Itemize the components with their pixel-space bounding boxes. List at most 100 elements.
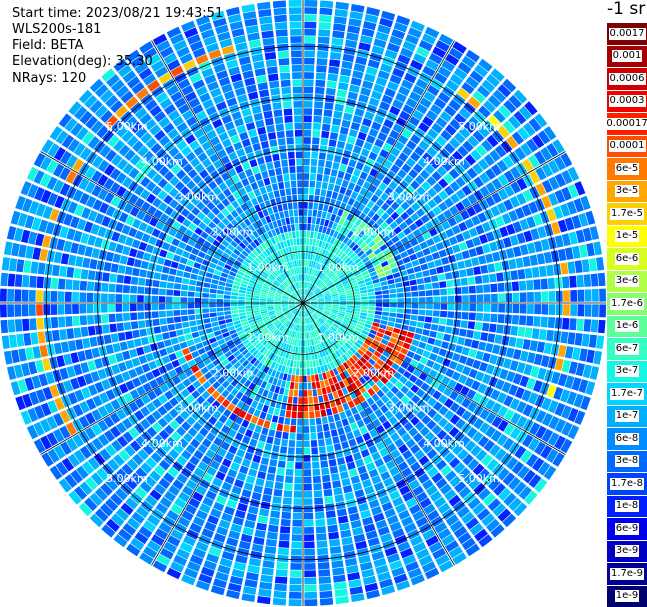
beta-cell bbox=[252, 376, 260, 384]
beta-cell bbox=[303, 303, 306, 310]
beta-cell bbox=[316, 533, 327, 541]
beta-cell bbox=[244, 388, 252, 397]
beta-cell bbox=[269, 384, 276, 393]
beta-cell bbox=[314, 289, 321, 295]
beta-cell bbox=[338, 515, 349, 524]
beta-cell bbox=[342, 333, 350, 340]
beta-cell bbox=[323, 489, 333, 497]
beta-cell bbox=[338, 273, 346, 279]
beta-cell bbox=[380, 471, 391, 481]
beta-cell bbox=[377, 464, 388, 474]
beta-cell bbox=[358, 42, 371, 52]
beta-cell bbox=[326, 269, 332, 276]
beta-cell bbox=[189, 554, 204, 566]
beta-cell bbox=[466, 427, 478, 439]
beta-cell bbox=[151, 303, 159, 311]
beta-cell bbox=[303, 390, 308, 397]
beta-cell bbox=[346, 431, 355, 440]
beta-cell bbox=[371, 222, 380, 231]
beta-cell bbox=[438, 405, 449, 416]
beta-cell bbox=[215, 495, 227, 505]
beta-cell bbox=[278, 416, 285, 424]
beta-cell bbox=[408, 223, 418, 232]
beta-cell bbox=[305, 289, 308, 296]
beta-cell bbox=[481, 274, 490, 284]
beta-cell bbox=[294, 316, 298, 324]
beta-cell bbox=[295, 368, 300, 375]
beta-cell bbox=[231, 310, 239, 314]
beta-cell bbox=[452, 41, 467, 54]
beta-cell bbox=[502, 472, 516, 486]
beta-cell bbox=[217, 564, 231, 575]
beta-cell bbox=[304, 512, 314, 520]
beta-cell bbox=[578, 212, 589, 227]
beta-cell bbox=[354, 209, 362, 218]
beta-cell bbox=[569, 318, 577, 331]
beta-cell bbox=[142, 345, 152, 354]
beta-cell bbox=[336, 457, 346, 466]
beta-cell bbox=[403, 370, 412, 379]
beta-cell bbox=[375, 519, 388, 530]
beta-cell bbox=[444, 272, 453, 280]
beta-cell bbox=[457, 260, 466, 270]
beta-cell bbox=[413, 541, 427, 553]
beta-cell bbox=[351, 316, 359, 321]
beta-cell bbox=[345, 142, 354, 152]
beta-cell bbox=[364, 323, 372, 329]
beta-cell bbox=[430, 490, 442, 502]
beta-cell bbox=[170, 503, 183, 515]
beta-cell bbox=[432, 390, 442, 400]
beta-cell bbox=[370, 343, 378, 350]
beta-cell bbox=[368, 97, 380, 107]
beta-cell bbox=[421, 561, 436, 573]
beta-cell bbox=[357, 280, 365, 285]
beta-cell bbox=[432, 289, 440, 296]
beta-cell bbox=[300, 310, 303, 318]
beta-cell bbox=[455, 189, 466, 200]
beta-cell bbox=[152, 560, 168, 573]
beta-cell bbox=[346, 305, 354, 308]
beta-cell bbox=[527, 304, 534, 314]
beta-cell bbox=[162, 332, 170, 340]
beta-cell bbox=[463, 472, 476, 485]
beta-cell bbox=[378, 367, 387, 375]
beta-cell bbox=[158, 477, 171, 490]
beta-cell bbox=[101, 282, 109, 292]
beta-cell bbox=[321, 467, 330, 476]
beta-cell bbox=[440, 129, 452, 141]
beta-cell bbox=[296, 361, 300, 368]
beta-cell bbox=[330, 274, 337, 280]
beta-cell bbox=[329, 327, 335, 334]
beta-cell bbox=[484, 386, 494, 398]
beta-cell bbox=[513, 481, 527, 496]
beta-cell bbox=[50, 317, 59, 329]
beta-cell bbox=[257, 126, 267, 135]
beta-cell bbox=[418, 473, 430, 484]
beta-cell bbox=[264, 443, 273, 451]
beta-cell bbox=[393, 175, 403, 185]
beta-cell bbox=[516, 362, 526, 374]
beta-cell bbox=[398, 509, 411, 520]
beta-cell bbox=[313, 287, 319, 293]
beta-cell bbox=[475, 285, 484, 294]
beta-cell bbox=[320, 365, 325, 373]
beta-cell bbox=[478, 534, 493, 548]
beta-cell bbox=[366, 316, 374, 322]
beta-cell bbox=[87, 325, 96, 336]
beta-cell bbox=[288, 322, 293, 329]
beta-cell bbox=[335, 318, 343, 323]
beta-cell bbox=[576, 318, 584, 332]
beta-cell bbox=[338, 133, 347, 142]
beta-cell bbox=[314, 311, 321, 317]
beta-cell bbox=[354, 257, 362, 265]
beta-cell bbox=[455, 394, 465, 405]
beta-cell bbox=[208, 416, 218, 426]
beta-cell bbox=[303, 180, 309, 188]
beta-cell bbox=[568, 231, 578, 245]
beta-cell bbox=[230, 523, 242, 533]
beta-cell bbox=[440, 296, 448, 303]
beta-cell bbox=[390, 432, 400, 442]
beta-cell bbox=[334, 215, 341, 224]
beta-cell bbox=[312, 468, 321, 476]
beta-cell bbox=[314, 288, 320, 294]
